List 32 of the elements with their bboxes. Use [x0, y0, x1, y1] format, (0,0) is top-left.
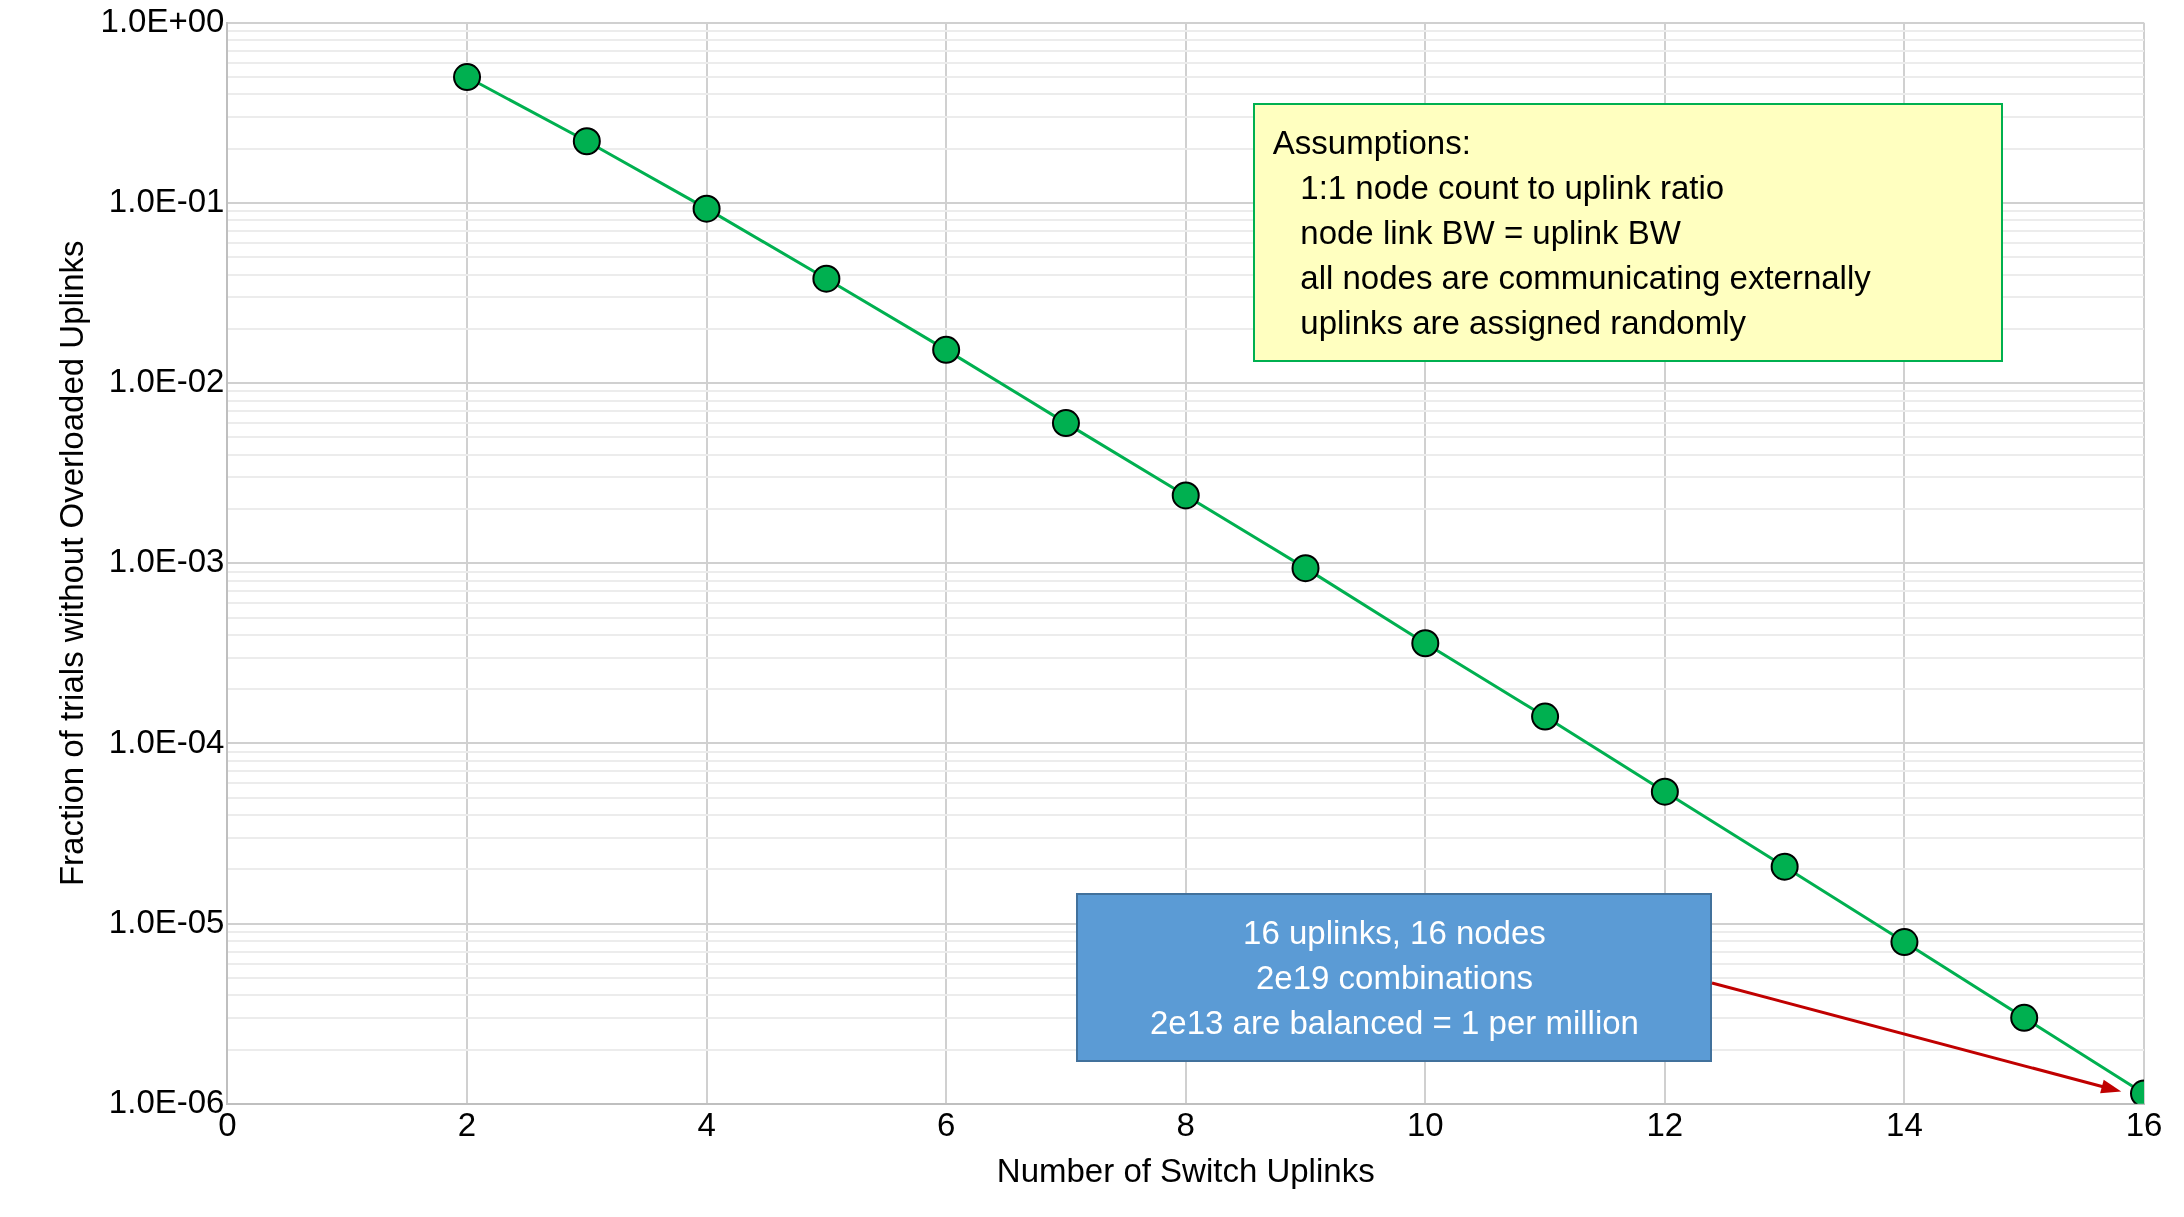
point — [1171, 481, 1200, 510]
x-tick-label: 6 — [936, 1105, 956, 1143]
point — [1890, 928, 1919, 957]
y-tick-label: 1.0E-02 — [108, 362, 225, 400]
point — [1051, 409, 1080, 438]
y-tick-label: 1.0E-05 — [108, 902, 225, 940]
x-tick-label: 12 — [1646, 1105, 1684, 1143]
x-tick-label: 14 — [1886, 1105, 1923, 1143]
note-box: Assumptions: 1:1 node count to uplink ratio node link BW = uplink BW all nodes are communicating externally uplinks are assigned randomly — [1252, 102, 2003, 362]
y-tick-label: 1.0E-03 — [108, 542, 225, 580]
x-tick-label: 4 — [697, 1105, 716, 1143]
point — [692, 194, 721, 223]
x-tick-label: 8 — [1176, 1105, 1195, 1143]
y-axis-title: Fraction of trials without Overloaded Uplinks — [52, 240, 90, 887]
x-tick-label: 16 — [2125, 1105, 2163, 1143]
y-tick-label: 1.0E-04 — [108, 722, 225, 760]
x-tick-label: 2 — [457, 1105, 477, 1143]
point — [572, 127, 601, 156]
point — [1531, 702, 1560, 731]
y-tick-label: 1.0E+00 — [100, 1, 225, 39]
point — [1650, 777, 1679, 806]
point — [453, 63, 482, 92]
y-tick-label: 1.0E-01 — [108, 182, 225, 220]
point — [812, 264, 841, 293]
point — [1411, 629, 1440, 658]
x-axis-title: Number of Switch Uplinks — [996, 1152, 1375, 1190]
x-tick-label: 10 — [1406, 1105, 1444, 1143]
note-box: 16 uplinks, 16 nodes 2e19 combinations 2e13 are balanced = 1 per million — [1076, 893, 1713, 1062]
point — [1291, 554, 1320, 583]
point — [1770, 852, 1799, 881]
point — [932, 335, 961, 364]
point — [2010, 1003, 2039, 1032]
